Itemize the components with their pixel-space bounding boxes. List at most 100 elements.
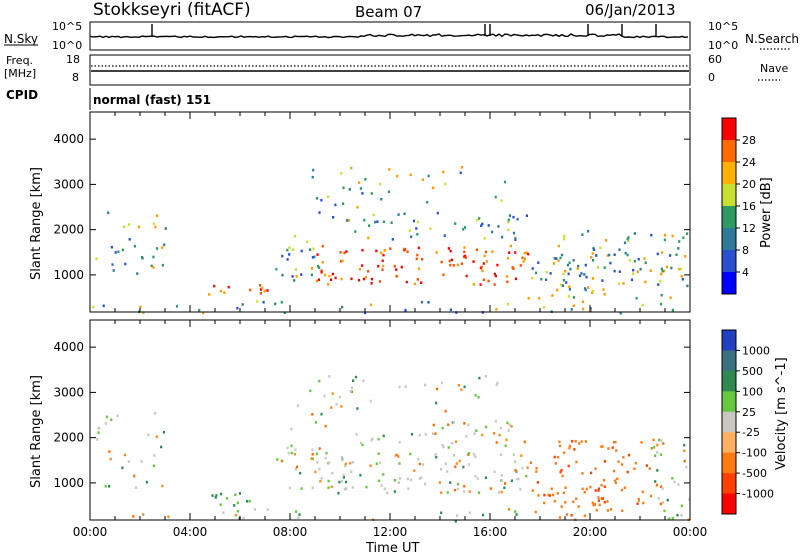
range-gate-cell (161, 246, 164, 249)
range-gate-cell (452, 454, 455, 457)
range-gate-cell (468, 452, 471, 455)
range-gate-cell (654, 480, 657, 483)
range-gate-cell (383, 249, 386, 252)
range-gate-cell (345, 250, 348, 253)
range-gate-cell (505, 438, 508, 442)
range-gate-cell (618, 270, 621, 273)
range-gate-cell (370, 282, 373, 285)
range-gate-cell (581, 233, 584, 236)
range-gate-cell (266, 289, 269, 292)
range-gate-cell (553, 455, 556, 459)
range-gate-cell (350, 386, 354, 389)
range-gate-cell (415, 227, 418, 230)
range-gate-cell (145, 480, 148, 484)
range-gate-cell (342, 476, 345, 479)
range-gate-cell (656, 469, 659, 472)
range-gate-cell (496, 263, 499, 267)
range-gate-cell (316, 253, 319, 256)
range-gate-cell (121, 466, 124, 470)
range-gate-cell (656, 451, 659, 454)
range-gate-cell (198, 308, 201, 312)
range-gate-cell (495, 308, 498, 311)
range-gate-cell (472, 260, 475, 263)
range-gate-cell (369, 464, 372, 467)
range-gate-cell (584, 288, 587, 292)
range-gate-cell (515, 513, 518, 516)
range-gate-cell (538, 296, 541, 300)
range-gate-cell (460, 388, 463, 392)
range-gate-cell (603, 266, 606, 269)
range-gate-cell (447, 446, 450, 449)
range-gate-cell (514, 460, 517, 463)
range-gate-cell (600, 497, 603, 501)
range-gate-cell (389, 247, 392, 250)
range-gate-cell (291, 248, 294, 251)
range-gate-cell (572, 296, 576, 299)
range-gate-cell (295, 465, 299, 469)
range-gate-cell (335, 403, 338, 406)
range-gate-cell (325, 451, 328, 455)
range-gate-cell (349, 389, 352, 393)
range-gate-cell (591, 291, 594, 294)
range-gate-cell (521, 256, 524, 260)
freq-tick-top: 18 (66, 53, 80, 66)
range-gate-cell (116, 414, 119, 418)
range-gate-cell (489, 487, 492, 490)
range-gate-cell (678, 267, 681, 271)
colorbar-tick-label: 8 (742, 244, 749, 257)
range-gate-cell (550, 487, 553, 491)
colorbar-segment (722, 350, 736, 372)
range-gate-cell (659, 453, 662, 456)
range-gate-cell (447, 423, 450, 427)
power-ylabel: Slant Range [km] (29, 167, 44, 280)
range-gate-cell (417, 267, 421, 271)
range-gate-cell (364, 275, 368, 279)
range-gate-cell (377, 452, 380, 455)
range-gate-cell (592, 246, 595, 250)
colorbar-segment (722, 452, 736, 474)
range-gate-cell (548, 494, 552, 497)
range-gate-cell (671, 234, 674, 238)
range-gate-cell (418, 462, 421, 466)
range-gate-cell (503, 180, 507, 184)
range-gate-cell (395, 268, 398, 271)
range-gate-cell (534, 271, 538, 275)
range-gate-cell (450, 441, 454, 445)
range-gate-cell (374, 220, 377, 224)
range-gate-cell (310, 457, 313, 460)
range-gate-cell (661, 269, 664, 273)
range-gate-cell (519, 264, 522, 267)
range-gate-cell (137, 225, 141, 229)
range-gate-cell (379, 182, 382, 186)
range-gate-cell (520, 454, 523, 457)
range-gate-cell (202, 311, 205, 315)
y-tick-label: 3000 (53, 177, 84, 191)
range-gate-cell (104, 422, 107, 425)
range-gate-cell (340, 455, 343, 459)
range-gate-cell (462, 228, 465, 231)
range-gate-cell (562, 272, 565, 276)
range-gate-cell (434, 432, 437, 435)
range-gate-cell (618, 248, 621, 251)
range-gate-cell (514, 277, 518, 281)
range-gate-cell (595, 254, 598, 257)
range-gate-cell (349, 461, 352, 465)
range-gate-cell (592, 248, 596, 251)
range-gate-cell (253, 508, 257, 511)
range-gate-cell (236, 306, 239, 310)
range-gate-cell (306, 240, 309, 244)
range-gate-cell (287, 452, 290, 455)
range-gate-cell (234, 513, 237, 517)
colorbar-tick-label: -25 (742, 426, 760, 439)
range-gate-cell (500, 490, 503, 494)
range-gate-cell (456, 263, 459, 267)
range-gate-cell (211, 494, 214, 497)
range-gate-cell (686, 232, 689, 235)
range-gate-cell (545, 270, 548, 274)
range-gate-cell (468, 511, 471, 515)
range-gate-cell (334, 203, 337, 207)
range-gate-cell (318, 211, 321, 214)
range-gate-cell (669, 254, 672, 257)
range-gate-cell (483, 254, 486, 258)
range-gate-cell (318, 379, 321, 383)
